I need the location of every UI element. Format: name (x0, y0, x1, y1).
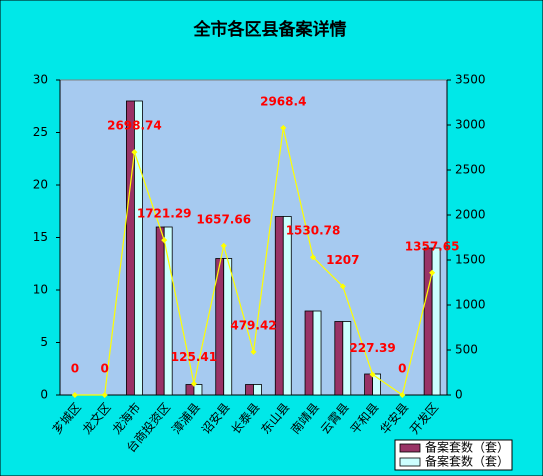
y-tick-label: 0 (40, 388, 48, 402)
y-tick-label: 5 (40, 335, 48, 349)
y-tick-label: 25 (33, 125, 48, 139)
bar (134, 100, 143, 396)
bar (372, 373, 381, 396)
bar (431, 247, 441, 396)
data-label: 1207 (326, 253, 359, 267)
legend-label: 备案套数（套） (425, 454, 509, 469)
chart-title: 全市各区县备案详情 (193, 19, 347, 40)
data-label: 0 (100, 362, 108, 376)
y2-tick-label: 1500 (455, 253, 486, 267)
y-tick-label: 15 (33, 230, 48, 244)
bar (423, 247, 433, 396)
bar (155, 226, 165, 396)
y-tick-label: 20 (33, 178, 48, 192)
data-label: 2968.4 (260, 94, 306, 108)
bar (282, 216, 292, 396)
point (250, 348, 257, 355)
y-tick-label: 30 (33, 73, 48, 87)
data-label: 479.42 (230, 318, 276, 332)
data-label: 2698.74 (107, 119, 162, 133)
data-label: 1357.65 (405, 239, 460, 253)
bar (364, 373, 373, 396)
bar (193, 384, 203, 396)
y-tick-label: 10 (33, 283, 48, 297)
bar (274, 216, 284, 396)
point (280, 124, 287, 131)
data-label: 0 (398, 362, 406, 376)
data-label: 1721.29 (137, 207, 192, 221)
point (101, 392, 108, 398)
point (429, 269, 436, 276)
data-label: 0 (71, 362, 79, 376)
point (399, 392, 406, 398)
point (190, 380, 197, 387)
bar (185, 384, 195, 396)
bar (304, 310, 314, 396)
y2-tick-label: 3500 (455, 73, 486, 87)
bar (342, 321, 352, 396)
point (71, 392, 78, 398)
point (131, 149, 138, 156)
point (310, 254, 317, 261)
bar (253, 384, 262, 396)
y2-tick-label: 2500 (455, 163, 486, 177)
bar (312, 310, 322, 396)
data-label: 1530.78 (286, 224, 341, 238)
bar (126, 100, 135, 396)
data-label: 227.39 (349, 341, 395, 355)
bar (245, 384, 254, 396)
point (161, 237, 168, 244)
point (339, 283, 346, 290)
data-label: 1657.66 (196, 212, 251, 226)
legend-swatch (399, 443, 421, 453)
y2-tick-label: 1000 (455, 298, 486, 312)
bar (163, 226, 173, 396)
point (220, 242, 227, 249)
point (369, 371, 376, 378)
y2-tick-label: 500 (455, 343, 478, 357)
legend-label: 备案套数（套） (425, 440, 509, 455)
y2-tick-label: 3000 (455, 118, 486, 132)
legend-swatch (399, 457, 421, 467)
data-label: 125.41 (171, 350, 217, 364)
bar (334, 321, 344, 396)
y2-tick-label: 0 (455, 388, 463, 402)
y2-tick-label: 2000 (455, 208, 486, 222)
